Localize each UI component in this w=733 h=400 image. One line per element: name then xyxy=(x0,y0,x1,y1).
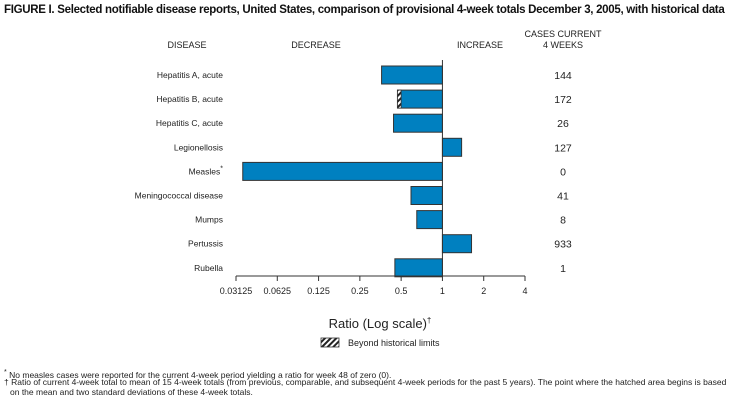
footnote-measles: * No measles cases were reported for the… xyxy=(4,368,392,380)
category-label: Hepatitis A, acute xyxy=(157,70,223,80)
bar-2 xyxy=(393,113,443,133)
header-cases-2: 4 WEEKS xyxy=(543,40,583,50)
x-tick-label: 0.125 xyxy=(307,286,330,296)
category-label: Legionellosis xyxy=(174,142,223,152)
bar-5 xyxy=(410,186,443,205)
cases-value: 127 xyxy=(554,142,572,154)
cases-value: 8 xyxy=(560,215,566,227)
bar-hatch-1 xyxy=(397,89,402,109)
legend-hatch-swatch xyxy=(320,337,340,348)
header-cases-1: CASES CURRENT xyxy=(524,29,602,39)
x-tick-label: 4 xyxy=(522,286,527,296)
bar-7 xyxy=(441,234,473,254)
cases-value: 26 xyxy=(557,118,569,130)
category-label: Mumps xyxy=(195,215,223,225)
category-label: Pertussis xyxy=(188,239,223,249)
header-increase: INCREASE xyxy=(457,40,503,50)
cases-value: 1 xyxy=(560,263,566,275)
category-label: Hepatitis C, acute xyxy=(156,118,223,128)
bar-4 xyxy=(242,161,443,181)
header-decrease: DECREASE xyxy=(291,40,341,50)
cases-value: 0 xyxy=(560,166,566,178)
x-tick-label: 2 xyxy=(481,286,486,296)
bar-6 xyxy=(416,210,443,230)
legend-label: Beyond historical limits xyxy=(348,338,440,348)
x-tick-label: 0.03125 xyxy=(220,286,253,296)
cases-value: 172 xyxy=(554,94,572,106)
x-axis-label: Ratio (Log scale)† xyxy=(329,316,432,331)
header-disease: DISEASE xyxy=(167,40,206,50)
footnote-ratio: † Ratio of current 4-week total to mean … xyxy=(4,377,727,397)
cases-value: 144 xyxy=(554,70,572,82)
category-label: Measles* xyxy=(189,165,224,176)
bar-1 xyxy=(396,89,443,109)
x-tick-label: 0.5 xyxy=(395,286,408,296)
x-tick-label: 1 xyxy=(440,286,445,296)
cases-value: 41 xyxy=(557,191,569,203)
category-label: Hepatitis B, acute xyxy=(156,94,223,104)
chart-title: FIGURE I. Selected notifiable disease re… xyxy=(4,4,725,16)
x-tick-label: 0.0625 xyxy=(264,286,292,296)
bar-8 xyxy=(394,258,443,278)
bar-3 xyxy=(441,137,463,157)
x-tick-label: 0.25 xyxy=(351,286,369,296)
category-label: Meningococcal disease xyxy=(135,191,224,201)
cases-value: 933 xyxy=(554,239,572,251)
bar-0 xyxy=(381,65,443,85)
category-label: Rubella xyxy=(194,263,223,273)
